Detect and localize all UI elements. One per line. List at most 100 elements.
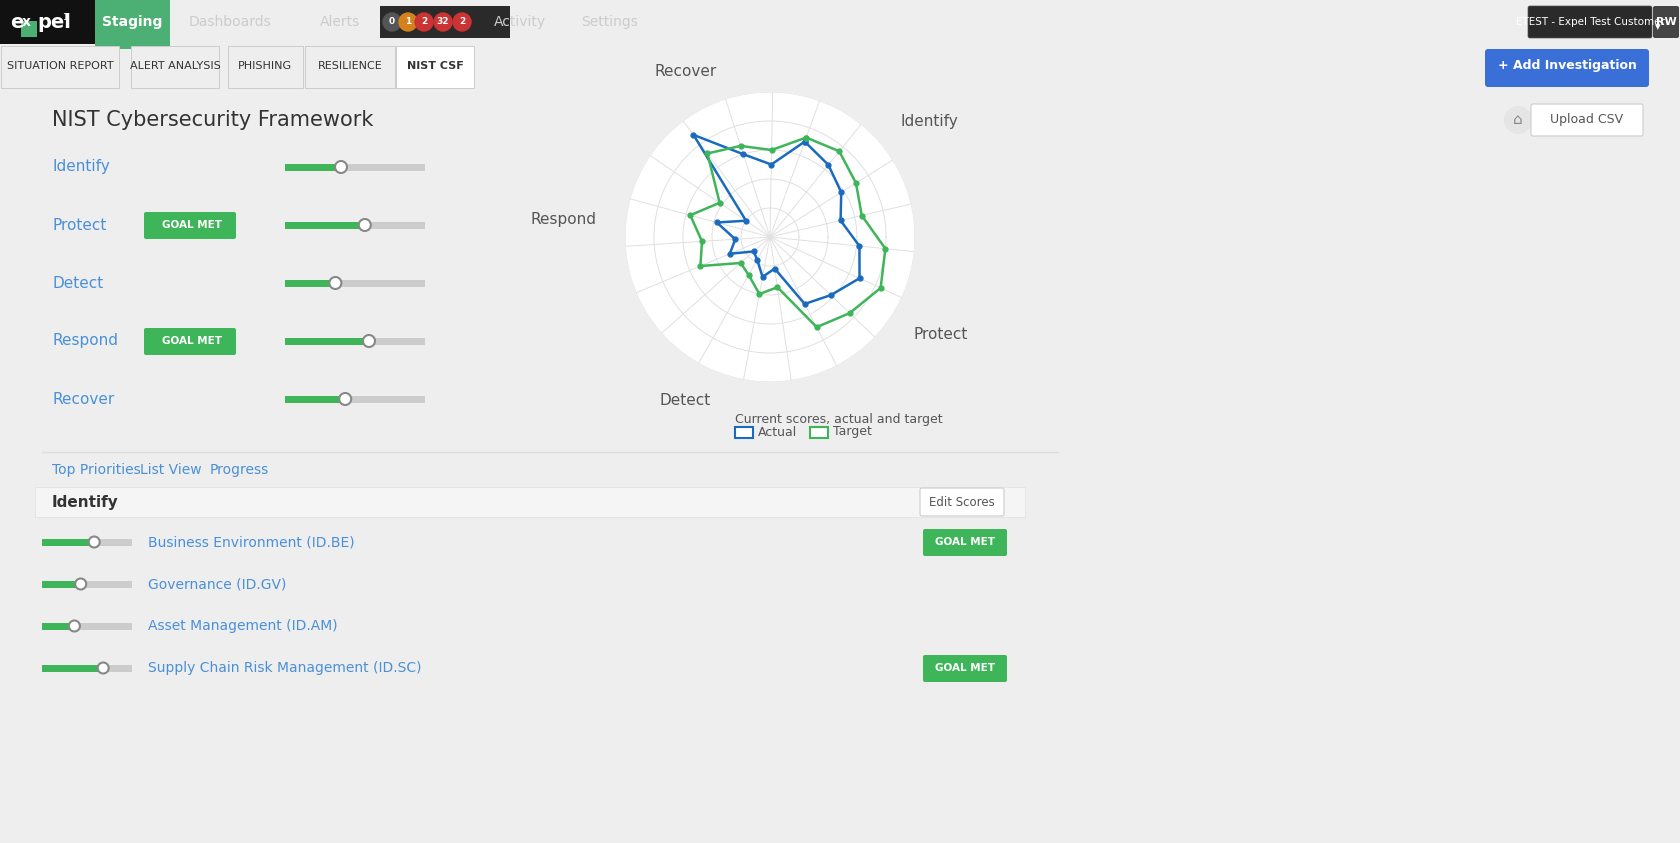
- Text: 1: 1: [62, 13, 67, 22]
- Circle shape: [76, 578, 86, 589]
- Bar: [42, 664, 102, 672]
- Text: Dashboards: Dashboards: [188, 15, 272, 29]
- Bar: [42, 581, 81, 588]
- Bar: [736, 427, 753, 438]
- FancyBboxPatch shape: [144, 328, 235, 355]
- Text: List View: List View: [139, 463, 202, 477]
- Text: Staging: Staging: [102, 15, 163, 29]
- Text: ⌂: ⌂: [1514, 112, 1522, 127]
- FancyBboxPatch shape: [1530, 104, 1643, 136]
- Text: GOAL MET: GOAL MET: [936, 663, 995, 673]
- Text: pel: pel: [37, 13, 71, 31]
- Text: Upload CSV: Upload CSV: [1551, 114, 1623, 126]
- Text: 32: 32: [437, 18, 449, 26]
- Text: Governance (ID.GV): Governance (ID.GV): [148, 577, 286, 591]
- Text: 2: 2: [459, 18, 465, 26]
- Text: ETEST - Expel Test Customer: ETEST - Expel Test Customer: [1515, 17, 1665, 27]
- Bar: [0, 0, 96, 44]
- Bar: [42, 664, 133, 672]
- Text: Identify: Identify: [52, 495, 119, 509]
- Circle shape: [1504, 106, 1532, 134]
- Circle shape: [339, 393, 351, 405]
- Text: Settings: Settings: [581, 15, 638, 29]
- Text: Protect: Protect: [914, 327, 968, 342]
- Text: RESILIENCE: RESILIENCE: [318, 61, 383, 71]
- Circle shape: [69, 620, 81, 631]
- Bar: [286, 337, 425, 345]
- Bar: [96, 44, 170, 49]
- Text: Respond: Respond: [531, 212, 596, 227]
- FancyBboxPatch shape: [922, 529, 1006, 556]
- Text: NIST CSF: NIST CSF: [407, 61, 464, 71]
- Circle shape: [415, 13, 433, 31]
- Text: Edit Scores: Edit Scores: [929, 496, 995, 508]
- Bar: [286, 337, 370, 345]
- Text: NIST Cybersecurity Framework: NIST Cybersecurity Framework: [52, 110, 373, 130]
- Circle shape: [433, 13, 452, 31]
- Bar: [42, 581, 133, 588]
- Text: Detect: Detect: [659, 393, 711, 408]
- Bar: [286, 280, 336, 287]
- FancyBboxPatch shape: [1529, 6, 1651, 38]
- Text: Identify: Identify: [900, 114, 958, 129]
- Text: ALERT ANALYSIS: ALERT ANALYSIS: [129, 61, 220, 71]
- FancyBboxPatch shape: [1485, 49, 1650, 87]
- Text: Detect: Detect: [52, 276, 102, 291]
- Circle shape: [334, 161, 348, 173]
- Text: 0: 0: [390, 18, 395, 26]
- FancyBboxPatch shape: [396, 46, 474, 88]
- Text: PHISHING: PHISHING: [239, 61, 292, 71]
- FancyBboxPatch shape: [2, 46, 119, 88]
- Bar: [286, 222, 425, 228]
- Bar: [380, 6, 511, 38]
- Text: + Add Investigation: + Add Investigation: [1497, 60, 1636, 72]
- Text: Respond: Respond: [52, 334, 118, 348]
- Text: Recover: Recover: [52, 391, 114, 406]
- Text: Business Environment (ID.BE): Business Environment (ID.BE): [148, 535, 354, 549]
- FancyBboxPatch shape: [144, 212, 235, 239]
- FancyBboxPatch shape: [228, 46, 302, 88]
- Text: Supply Chain Risk Management (ID.SC): Supply Chain Risk Management (ID.SC): [148, 661, 422, 675]
- Bar: [286, 164, 341, 170]
- Text: e: e: [10, 13, 24, 31]
- Circle shape: [97, 663, 109, 674]
- Text: x: x: [22, 15, 30, 29]
- Text: SITUATION REPORT: SITUATION REPORT: [7, 61, 113, 71]
- Bar: [286, 395, 425, 402]
- Circle shape: [454, 13, 470, 31]
- Bar: [42, 622, 133, 630]
- Text: GOAL MET: GOAL MET: [936, 537, 995, 547]
- Bar: [810, 427, 828, 438]
- Bar: [286, 280, 425, 287]
- Bar: [96, 0, 170, 44]
- Bar: [286, 395, 344, 402]
- Circle shape: [400, 13, 417, 31]
- Circle shape: [363, 335, 375, 347]
- FancyBboxPatch shape: [306, 46, 395, 88]
- Text: Alerts: Alerts: [319, 15, 360, 29]
- Circle shape: [383, 13, 402, 31]
- Text: Progress: Progress: [210, 463, 269, 477]
- Text: 1: 1: [405, 18, 412, 26]
- Bar: [42, 539, 133, 545]
- Bar: [42, 539, 94, 545]
- FancyBboxPatch shape: [1653, 6, 1678, 38]
- FancyBboxPatch shape: [131, 46, 218, 88]
- Text: RW: RW: [1655, 17, 1677, 27]
- Text: Asset Management (ID.AM): Asset Management (ID.AM): [148, 619, 338, 633]
- Text: ▾: ▾: [1655, 22, 1662, 32]
- Text: Top Priorities: Top Priorities: [52, 463, 141, 477]
- Bar: [286, 164, 425, 170]
- Text: Recover: Recover: [654, 64, 717, 79]
- Circle shape: [360, 219, 371, 231]
- Circle shape: [329, 277, 341, 289]
- Bar: [286, 222, 365, 228]
- Text: Actual: Actual: [758, 426, 798, 438]
- FancyBboxPatch shape: [20, 21, 37, 37]
- FancyBboxPatch shape: [922, 655, 1006, 682]
- Text: Activity: Activity: [494, 15, 546, 29]
- Bar: [42, 622, 74, 630]
- Text: Target: Target: [833, 426, 872, 438]
- Text: GOAL MET: GOAL MET: [161, 220, 222, 230]
- Text: Protect: Protect: [52, 217, 106, 233]
